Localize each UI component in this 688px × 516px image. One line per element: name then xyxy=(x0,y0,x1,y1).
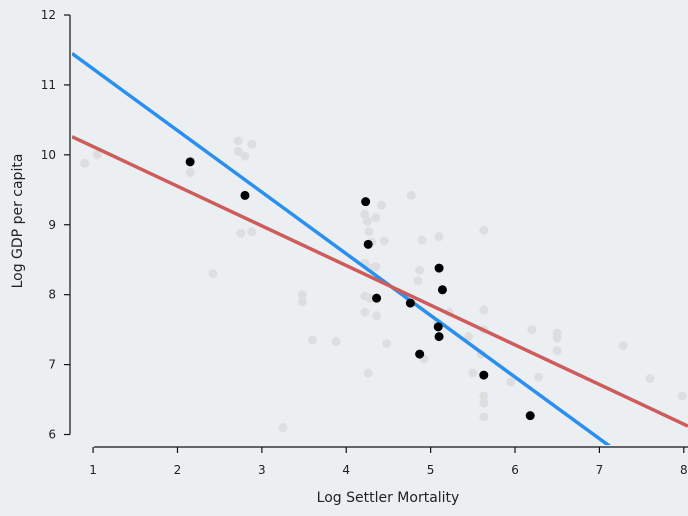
blue-line xyxy=(72,52,612,445)
x-axis-label: Log Settler Mortality xyxy=(317,490,460,506)
highlight-point xyxy=(185,157,195,167)
background-point xyxy=(297,297,307,307)
x-tick-label: 7 xyxy=(596,463,604,477)
background-point xyxy=(413,276,423,286)
background-point xyxy=(479,225,489,235)
highlight-point xyxy=(405,298,415,308)
y-tick-label: 6 xyxy=(48,428,56,442)
background-point xyxy=(365,293,375,303)
background-point xyxy=(362,216,372,226)
background-point xyxy=(406,190,416,200)
y-axis-label: Log GDP per capita xyxy=(10,154,26,289)
background-point xyxy=(618,341,628,351)
y-tick-label: 7 xyxy=(48,358,56,372)
highlight-point xyxy=(240,190,250,200)
x-axis: 1 2 3 4 5 6 7 8 xyxy=(89,446,688,477)
highlight-point xyxy=(361,197,371,207)
background-point xyxy=(506,377,516,387)
highlight-point xyxy=(372,293,382,303)
background-point xyxy=(479,391,489,401)
highlight-points xyxy=(185,157,535,421)
background-point xyxy=(534,372,544,382)
highlight-point xyxy=(415,349,425,359)
background-point xyxy=(331,337,341,347)
background-point xyxy=(434,232,444,242)
x-tick-label: 1 xyxy=(89,463,97,477)
y-tick-label: 10 xyxy=(41,148,56,162)
background-point xyxy=(92,150,102,160)
background-point xyxy=(297,290,307,300)
background-point xyxy=(364,227,374,237)
fit-lines xyxy=(72,52,688,445)
background-point xyxy=(371,213,381,223)
highlight-point xyxy=(434,332,444,342)
background-point xyxy=(415,265,425,275)
x-tick-label: 5 xyxy=(427,463,435,477)
background-point xyxy=(247,227,257,237)
background-point xyxy=(360,307,370,317)
background-point xyxy=(372,311,382,321)
background-point xyxy=(677,391,687,401)
background-point xyxy=(382,339,392,349)
y-axis: 6 7 8 9 10 11 12 xyxy=(41,8,71,442)
background-point xyxy=(377,200,387,210)
background-point xyxy=(278,423,288,433)
background-point xyxy=(233,136,243,146)
background-point xyxy=(371,262,381,272)
highlight-point xyxy=(437,285,447,295)
highlight-point xyxy=(479,370,489,380)
background-point xyxy=(417,235,427,245)
background-point xyxy=(464,332,474,342)
red-line xyxy=(72,135,688,428)
y-tick-label: 12 xyxy=(41,8,56,22)
y-tick-label: 9 xyxy=(48,218,56,232)
background-points xyxy=(80,136,687,433)
y-tick-label: 11 xyxy=(41,78,56,92)
background-point xyxy=(468,368,478,378)
background-point xyxy=(479,398,489,408)
x-tick-label: 3 xyxy=(258,463,266,477)
background-point xyxy=(363,368,373,378)
x-tick-label: 8 xyxy=(680,463,688,477)
highlight-point xyxy=(363,239,373,249)
background-point xyxy=(233,146,243,156)
background-point xyxy=(247,139,257,149)
x-tick-label: 6 xyxy=(511,463,519,477)
highlight-point xyxy=(525,411,535,421)
background-point xyxy=(236,228,246,238)
x-tick-label: 2 xyxy=(174,463,182,477)
background-point xyxy=(479,305,489,315)
background-point xyxy=(307,335,317,345)
background-point xyxy=(80,158,90,168)
background-point xyxy=(185,167,195,177)
background-point xyxy=(527,325,537,335)
x-tick-label: 4 xyxy=(342,463,350,477)
background-point xyxy=(645,374,655,384)
background-point xyxy=(379,236,389,246)
highlight-point xyxy=(433,322,443,332)
background-point xyxy=(552,333,562,343)
background-point xyxy=(208,269,218,279)
background-point xyxy=(360,209,370,219)
highlight-point xyxy=(434,263,444,273)
background-point xyxy=(552,346,562,356)
background-point xyxy=(479,412,489,422)
background-point xyxy=(240,151,250,161)
y-tick-label: 8 xyxy=(48,288,56,302)
